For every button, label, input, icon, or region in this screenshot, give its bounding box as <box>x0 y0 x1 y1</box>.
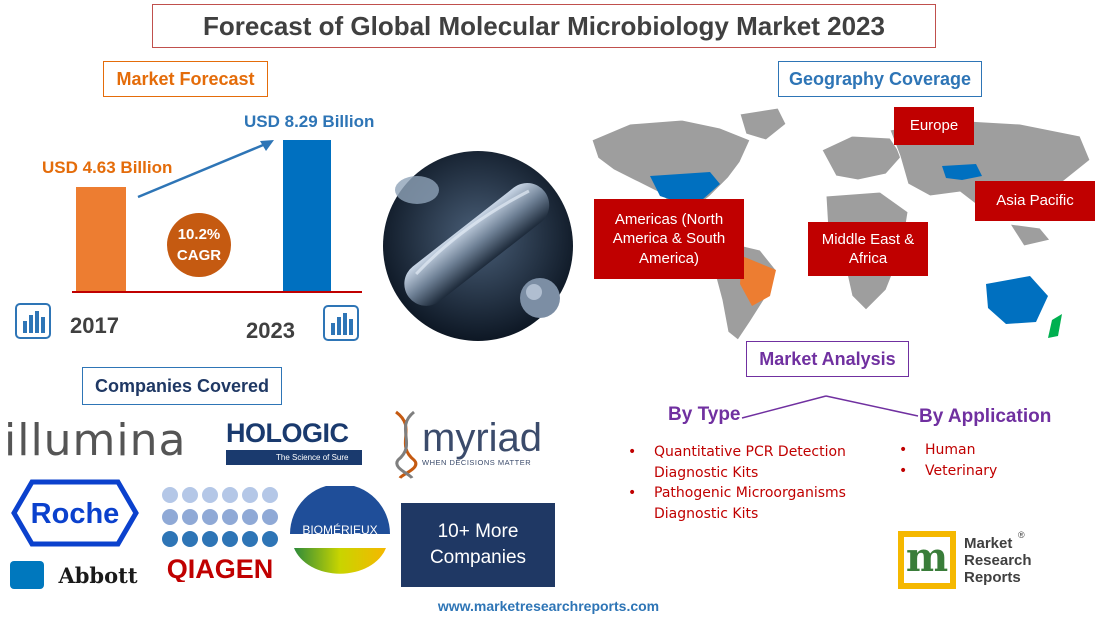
value-2017: USD 4.63 Billion <box>42 158 173 177</box>
value-2023: USD 8.29 Billion <box>244 112 375 131</box>
cagr-badge: 10.2% CAGR <box>167 213 231 277</box>
region-americas: Americas (North America & South America) <box>594 199 744 279</box>
list-item: Veterinary <box>897 461 1047 482</box>
region-europe: Europe <box>894 107 974 145</box>
baseline <box>72 291 362 293</box>
year-2023: 2023 <box>246 318 295 343</box>
cagr-value: 10.2% <box>177 226 221 243</box>
by-application-list: Human Veterinary <box>897 440 1047 481</box>
year-2017: 2017 <box>70 313 119 338</box>
list-item: Human <box>897 440 1047 461</box>
roche-logo: Roche <box>11 479 139 547</box>
analysis-branch-lines <box>741 395 919 419</box>
market-forecast-label: Market Forecast <box>103 61 268 97</box>
cagr-label: CAGR <box>176 247 222 264</box>
companies-covered-label: Companies Covered <box>82 367 282 405</box>
page-title: Forecast of Global Molecular Microbiolog… <box>152 4 936 48</box>
bar-chart-icon <box>323 305 359 341</box>
bar-chart-icon <box>15 303 51 339</box>
abbott-icon <box>10 561 44 589</box>
svg-text:Roche: Roche <box>31 498 120 530</box>
by-type-list: Quantitative PCR Detection Diagnostic Ki… <box>626 442 856 524</box>
list-item: Pathogenic Microorganisms Diagnostic Kit… <box>626 483 856 524</box>
svg-text:BIOMÉRIEUX: BIOMÉRIEUX <box>302 522 377 537</box>
illumina-logo: illumina <box>4 415 187 466</box>
list-item: Quantitative PCR Detection Diagnostic Ki… <box>626 442 856 483</box>
market-analysis-label: Market Analysis <box>746 341 909 377</box>
abbott-logo: Abbott <box>10 561 138 589</box>
svg-text:QIAGEN: QIAGEN <box>167 554 274 582</box>
biomerieux-logo: BIOMÉRIEUX <box>290 486 390 574</box>
microbiology-image <box>383 151 573 341</box>
registered-mark: ® <box>1018 530 1025 540</box>
dna-icon <box>395 410 418 480</box>
myriad-logo: myriad WHEN DECISIONS MATTER <box>422 416 543 467</box>
bar-2023 <box>283 140 331 291</box>
brand-name: Market Research Reports <box>964 535 1032 586</box>
qiagen-logo: QIAGEN <box>162 487 278 582</box>
region-asia-pacific: Asia Pacific <box>975 181 1095 221</box>
by-type-heading: By Type <box>668 404 741 425</box>
region-middle-east-africa: Middle East & Africa <box>808 222 928 276</box>
geography-coverage-label: Geography Coverage <box>778 61 982 97</box>
mrr-logo-icon: m <box>898 531 956 589</box>
growth-arrow-icon <box>137 140 274 199</box>
bar-2017 <box>76 187 126 291</box>
more-companies-box: 10+ More Companies <box>401 503 555 587</box>
by-application-heading: By Application <box>919 406 1052 427</box>
hologic-logo: HOLOGIC The Science of Sure <box>226 418 362 465</box>
footer-url[interactable]: www.marketresearchreports.com <box>437 598 660 614</box>
